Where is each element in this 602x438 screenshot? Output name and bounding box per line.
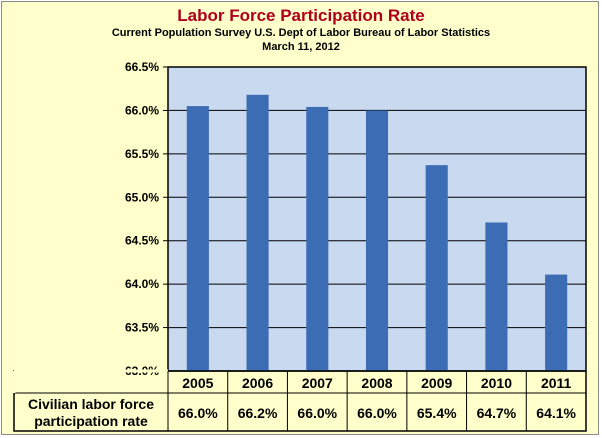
table-row-label: participation rate <box>34 413 148 429</box>
y-tick-label: 64.5% <box>125 234 159 248</box>
x-category-label: 2008 <box>361 375 392 391</box>
bar-2010 <box>485 222 508 371</box>
y-tick-label: 63.5% <box>125 321 159 335</box>
x-category-label: 2009 <box>421 375 452 391</box>
x-category-label: 2011 <box>541 375 572 391</box>
table-cell-value: 66.0% <box>357 405 397 421</box>
table-cell-value: 64.1% <box>536 405 576 421</box>
table-cell-value: 65.4% <box>417 405 457 421</box>
table-cell-value: 64.7% <box>477 405 517 421</box>
chart-subtitle: Current Population Survey U.S. Dept of L… <box>111 27 491 39</box>
bar-2007 <box>306 106 329 371</box>
x-category-label: 2007 <box>302 375 333 391</box>
x-category-label: 2005 <box>182 375 213 391</box>
y-tick-label: 64.0% <box>125 277 159 291</box>
bar-2009 <box>425 165 448 371</box>
y-tick-label: 66.5% <box>125 60 159 74</box>
bar-2008 <box>365 110 389 371</box>
y-tick-label: 65.0% <box>125 190 159 204</box>
bar-2006 <box>246 94 269 372</box>
y-tick-label: 65.5% <box>125 147 159 161</box>
table-cell-value: 66.0% <box>178 405 218 421</box>
table-cell-value: 66.0% <box>297 405 337 421</box>
chart-title: Labor Force Participation Rate <box>177 6 425 25</box>
chart-date: March 11, 2012 <box>262 41 340 53</box>
x-category-label: 2010 <box>481 375 512 391</box>
x-category-label: 2006 <box>242 375 273 391</box>
table-cell-value: 66.2% <box>238 405 278 421</box>
bar-2005 <box>186 106 209 371</box>
table-row-label: Civilian labor force <box>28 396 154 412</box>
y-tick-label: 66.0% <box>125 103 159 117</box>
bar-2011 <box>545 274 568 371</box>
